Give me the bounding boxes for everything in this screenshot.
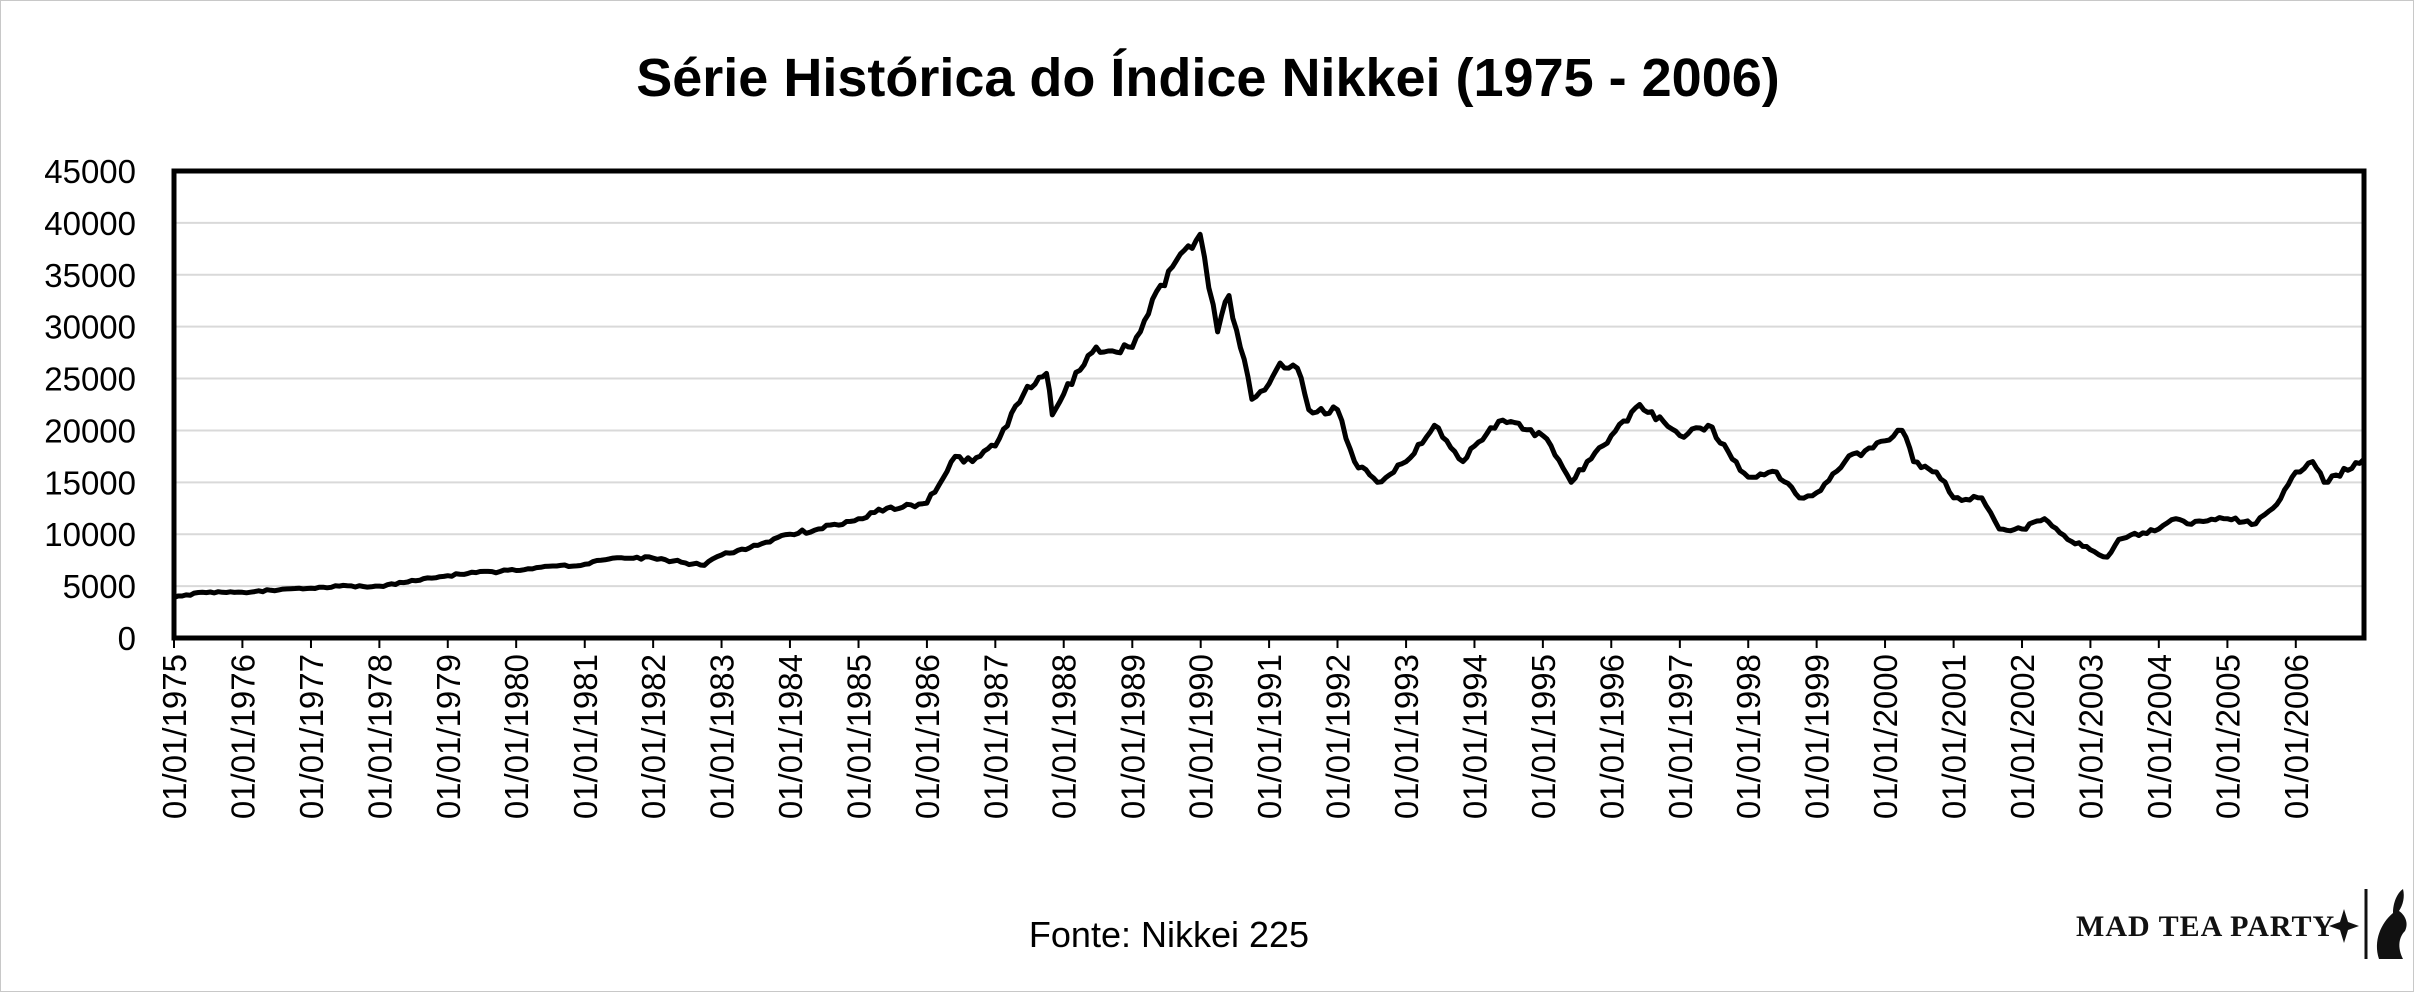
plot-area-border [171, 168, 2367, 641]
x-tick-label: 01/01/1984 [772, 654, 809, 819]
mad-tea-party-logo: MAD TEA PARTY [2076, 889, 2407, 959]
x-tick-label: 01/01/2001 [1936, 654, 1973, 819]
x-tick-label: 01/01/1999 [1799, 654, 1836, 819]
y-tick-label: 25000 [44, 361, 136, 398]
x-tick-label: 01/01/1985 [841, 654, 878, 819]
x-tick-label: 01/01/1991 [1251, 654, 1288, 819]
x-tick-label: 01/01/1979 [430, 654, 467, 819]
y-tick-label: 0 [118, 620, 136, 657]
chart-title: Série Histórica do Índice Nikkei (1975 -… [636, 48, 1780, 108]
y-tick-label: 20000 [44, 412, 136, 449]
x-tick-label: 01/01/1987 [977, 654, 1014, 819]
y-axis-tick-labels: 0 5000 10000 15000 20000 25000 30000 35000 40000… [44, 153, 136, 657]
x-tick-label: 01/01/1993 [1388, 654, 1425, 819]
y-tick-label: 45000 [44, 153, 136, 190]
x-tick-label: 01/01/1976 [224, 654, 261, 819]
y-tick-label: 30000 [44, 309, 136, 346]
x-tick-label: 01/01/1986 [909, 654, 946, 819]
x-tick-label: 01/01/1978 [361, 654, 398, 819]
x-tick-label: 01/01/1994 [1456, 654, 1493, 819]
x-tick-label: 01/01/1977 [293, 654, 330, 819]
y-tick-label: 15000 [44, 464, 136, 501]
x-tick-label: 01/01/1996 [1593, 654, 1630, 819]
rabbit-icon [2376, 889, 2407, 959]
x-tick-label: 01/01/1989 [1114, 654, 1151, 819]
x-tick-label: 01/01/1997 [1662, 654, 1699, 819]
x-tick-label: 01/01/1983 [704, 654, 741, 819]
x-tick-label: 01/01/1990 [1183, 654, 1220, 819]
gridlines [174, 221, 2364, 588]
x-tick-label: 01/01/1992 [1319, 654, 1356, 819]
x-tick-label: 01/01/1975 [156, 654, 193, 819]
y-tick-label: 10000 [44, 516, 136, 553]
logo-text: MAD TEA PARTY [2076, 910, 2335, 943]
y-tick-label: 40000 [44, 205, 136, 242]
x-axis-tick-labels: 01/01/1975 01/01/1976 01/01/1977 01/01/1978… [156, 638, 2315, 819]
x-tick-label: 01/01/1980 [498, 654, 535, 819]
x-tick-label: 01/01/2006 [2278, 654, 2315, 819]
source-note: Fonte: Nikkei 225 [1029, 914, 1309, 955]
x-tick-label: 01/01/2004 [2141, 654, 2178, 819]
x-tick-label: 01/01/1981 [567, 654, 604, 819]
y-tick-label: 35000 [44, 257, 136, 294]
y-tick-label: 5000 [63, 568, 136, 605]
x-tick-label: 01/01/1982 [635, 654, 672, 819]
x-tick-label: 01/01/2002 [2004, 654, 2041, 819]
sparkle-icon [2329, 909, 2359, 943]
x-tick-label: 01/01/1988 [1046, 654, 1083, 819]
x-tick-label: 01/01/2003 [2072, 654, 2109, 819]
nikkei-series-line [171, 231, 2367, 600]
x-tick-label: 01/01/2000 [1867, 654, 1904, 819]
x-tick-label: 01/01/1995 [1525, 654, 1562, 819]
x-tick-label: 01/01/1998 [1730, 654, 1767, 819]
x-tick-label: 01/01/2005 [2209, 654, 2246, 819]
